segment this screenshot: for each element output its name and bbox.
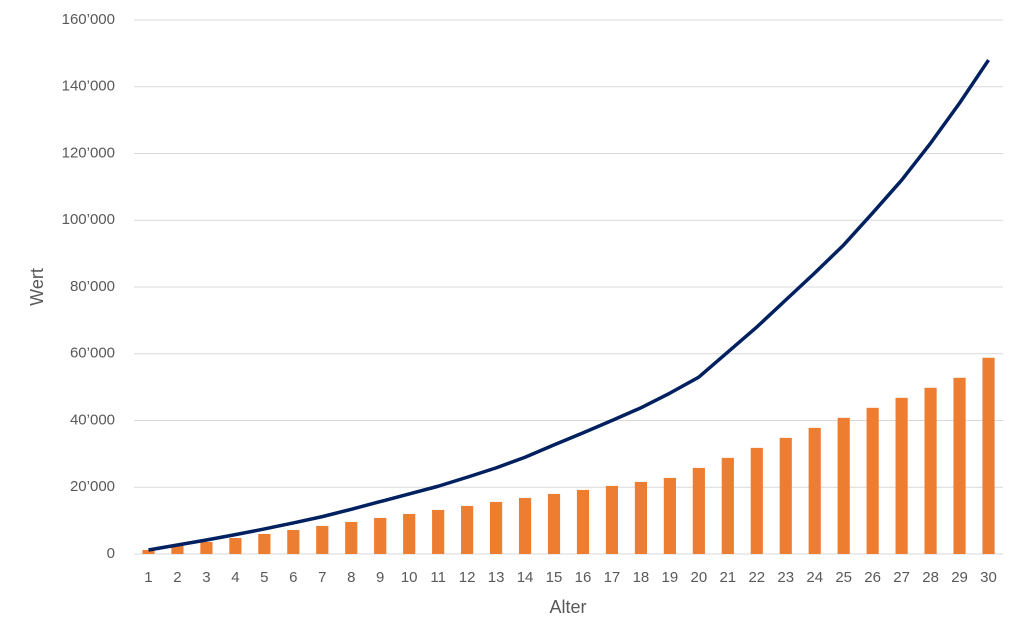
bar: [750, 447, 763, 554]
x-tick-label: 27: [893, 569, 910, 586]
bar: [403, 513, 416, 554]
bar: [171, 545, 184, 554]
bar: [866, 407, 879, 554]
y-tick-label: 140’000: [62, 78, 115, 95]
x-tick-label: 7: [318, 569, 326, 586]
bar: [461, 505, 474, 554]
x-tick-label: 21: [719, 569, 736, 586]
bar: [779, 437, 792, 554]
bar: [982, 357, 995, 554]
bar: [634, 481, 647, 554]
x-tick-label: 3: [202, 569, 210, 586]
x-tick-label: 6: [289, 569, 297, 586]
x-tick-label: 15: [546, 569, 563, 586]
x-tick-label: 11: [430, 569, 446, 586]
bar: [200, 541, 213, 554]
bar: [547, 493, 561, 554]
bar: [316, 525, 329, 554]
x-tick-label: 28: [922, 569, 939, 586]
y-axis-title: Wert: [27, 268, 47, 306]
x-tick-label: 29: [951, 569, 968, 586]
line: [148, 59, 990, 552]
y-tick-label: 80’000: [70, 278, 115, 295]
bar: [374, 517, 387, 554]
x-tick-label: 16: [575, 569, 592, 586]
x-tick-label: 25: [835, 569, 852, 586]
bar: [605, 485, 619, 554]
x-tick-label: 5: [260, 569, 268, 586]
y-tick-label: 100’000: [62, 211, 115, 228]
bar: [576, 489, 590, 554]
x-tick-label: 13: [488, 569, 505, 586]
bar: [663, 477, 676, 554]
bar: [287, 529, 300, 554]
x-tick-label: 4: [231, 569, 239, 586]
x-tick-label: 1: [144, 569, 152, 586]
x-tick-label: 17: [604, 569, 621, 586]
x-tick-label: 14: [517, 569, 534, 586]
y-tick-label: 160’000: [62, 11, 115, 28]
x-tick-label: 26: [864, 569, 881, 586]
x-tick-label: 10: [401, 569, 418, 586]
bar: [924, 387, 937, 554]
x-tick-label: 24: [806, 569, 823, 586]
x-tick-label: 18: [633, 569, 650, 586]
y-tick-label: 120’000: [62, 144, 115, 161]
x-tick-label: 30: [980, 569, 997, 586]
bar: [490, 501, 503, 554]
y-tick-label: 40’000: [70, 411, 115, 428]
x-tick-label: 19: [662, 569, 679, 586]
bar: [692, 467, 705, 554]
x-tick-label: 23: [777, 569, 794, 586]
bar: [142, 549, 155, 554]
y-tick-label: 20’000: [70, 478, 115, 495]
y-tick-label: 60’000: [70, 345, 115, 362]
bar: [808, 427, 821, 554]
x-tick-label: 8: [347, 569, 355, 586]
bar: [229, 537, 242, 554]
x-tick-label: 2: [173, 569, 181, 586]
y-tick-label: 0: [107, 545, 115, 562]
x-tick-label: 20: [691, 569, 708, 586]
bar: [837, 417, 850, 554]
bar: [258, 533, 271, 554]
bar: [721, 457, 734, 554]
bar: [345, 521, 358, 554]
x-tick-label: 22: [748, 569, 765, 586]
bar: [895, 397, 908, 554]
x-tick-label: 12: [459, 569, 476, 586]
bar: [953, 377, 966, 554]
x-tick-label: 9: [376, 569, 384, 586]
bar: [432, 509, 445, 554]
bar: [518, 497, 532, 554]
x-axis-title: Alter: [549, 597, 586, 617]
